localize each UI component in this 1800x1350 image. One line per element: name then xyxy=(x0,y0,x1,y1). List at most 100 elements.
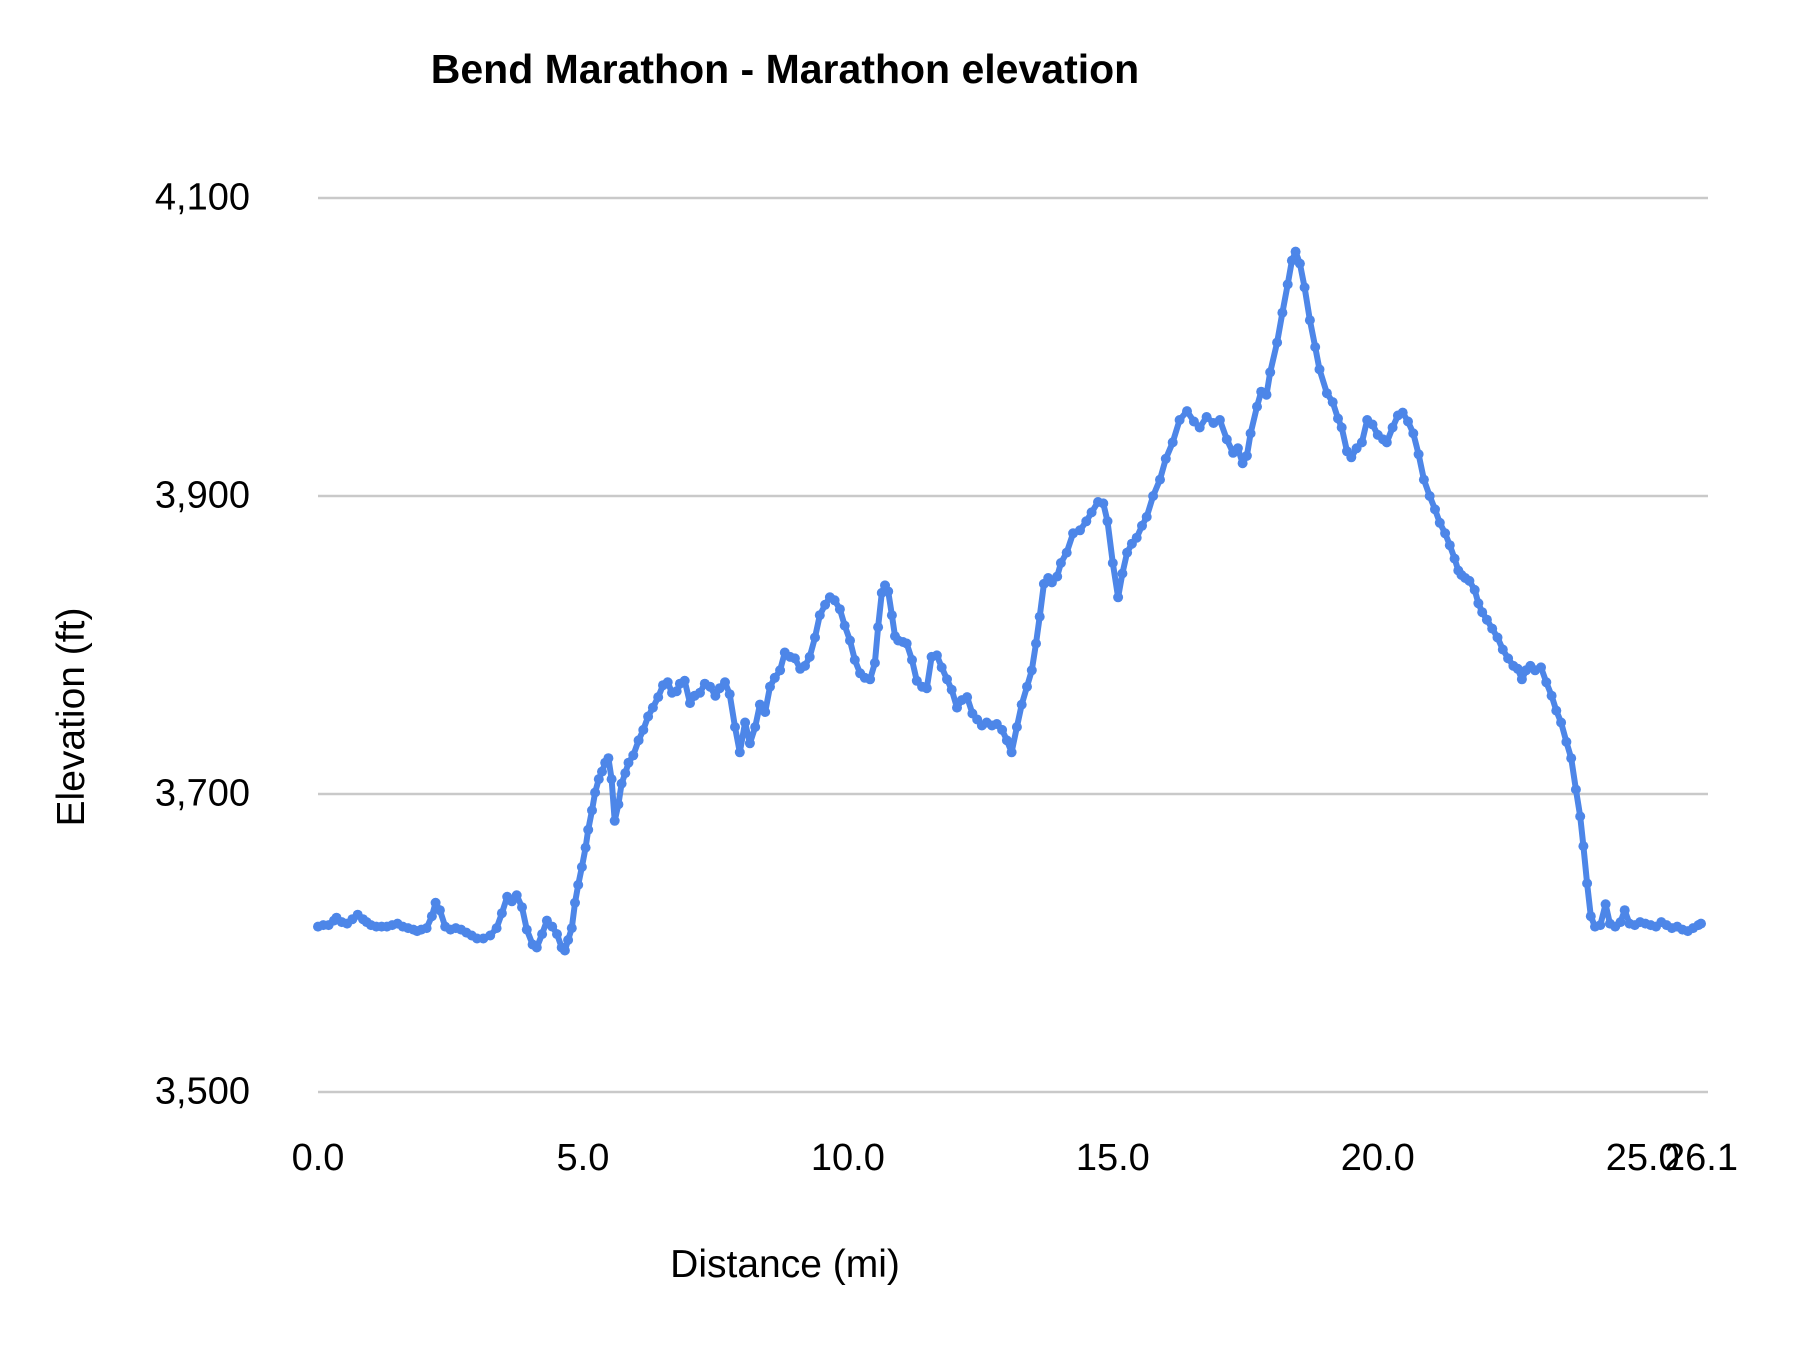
data-point[interactable] xyxy=(537,929,548,940)
data-point[interactable] xyxy=(1055,558,1066,568)
data-point[interactable] xyxy=(1430,504,1440,515)
data-point[interactable] xyxy=(573,879,584,890)
data-point[interactable] xyxy=(1566,753,1577,764)
data-point[interactable] xyxy=(491,923,502,934)
data-point[interactable] xyxy=(620,768,631,779)
data-point[interactable] xyxy=(1081,516,1092,527)
data-point[interactable] xyxy=(814,610,825,621)
data-point[interactable] xyxy=(1286,255,1297,266)
data-point[interactable] xyxy=(1011,722,1022,732)
data-point[interactable] xyxy=(1582,878,1593,889)
data-point[interactable] xyxy=(1214,415,1225,425)
data-point[interactable] xyxy=(1356,437,1367,448)
data-point[interactable] xyxy=(1174,415,1185,425)
data-point[interactable] xyxy=(804,651,815,662)
data-point[interactable] xyxy=(740,717,751,728)
data-point[interactable] xyxy=(434,905,445,916)
data-point[interactable] xyxy=(1113,592,1124,603)
data-point[interactable] xyxy=(1122,547,1133,558)
data-point[interactable] xyxy=(869,657,880,668)
data-point[interactable] xyxy=(1477,607,1488,618)
series-marathon-elevation[interactable] xyxy=(313,246,1706,956)
data-point[interactable] xyxy=(1434,517,1445,528)
data-point[interactable] xyxy=(570,897,580,908)
data-point[interactable] xyxy=(1333,413,1343,424)
data-point[interactable] xyxy=(1034,611,1045,622)
data-point[interactable] xyxy=(1102,516,1113,527)
data-point[interactable] xyxy=(496,908,507,919)
data-point[interactable] xyxy=(1387,422,1398,433)
data-point[interactable] xyxy=(829,595,840,606)
data-point[interactable] xyxy=(603,753,614,764)
data-point[interactable] xyxy=(531,942,542,953)
data-point[interactable] xyxy=(946,684,957,695)
data-point[interactable] xyxy=(834,604,845,615)
data-point[interactable] xyxy=(1408,428,1419,439)
data-point[interactable] xyxy=(1061,547,1072,558)
data-point[interactable] xyxy=(1016,699,1027,710)
data-point[interactable] xyxy=(647,702,658,713)
data-point[interactable] xyxy=(1440,528,1451,539)
data-point[interactable] xyxy=(638,724,649,735)
data-point[interactable] xyxy=(997,724,1008,735)
data-point[interactable] xyxy=(559,945,570,956)
data-point[interactable] xyxy=(931,650,942,661)
data-point[interactable] xyxy=(695,687,705,698)
data-point[interactable] xyxy=(734,747,745,758)
data-point[interactable] xyxy=(1512,663,1523,674)
data-point[interactable] xyxy=(1031,638,1041,649)
data-point[interactable] xyxy=(1194,422,1205,433)
data-point[interactable] xyxy=(1473,598,1484,609)
data-point[interactable] xyxy=(1201,412,1212,422)
data-point[interactable] xyxy=(1107,558,1118,568)
data-point[interactable] xyxy=(769,672,780,683)
data-point[interactable] xyxy=(1464,575,1475,586)
data-point[interactable] xyxy=(1237,458,1248,469)
data-point[interactable] xyxy=(1424,491,1435,501)
data-point[interactable] xyxy=(1449,553,1460,564)
data-point[interactable] xyxy=(942,674,952,685)
data-point[interactable] xyxy=(580,842,591,853)
data-point[interactable] xyxy=(628,750,639,761)
data-point[interactable] xyxy=(1561,736,1572,747)
data-point[interactable] xyxy=(1575,811,1586,822)
data-point[interactable] xyxy=(552,929,562,940)
data-point[interactable] xyxy=(1075,525,1085,536)
data-point[interactable] xyxy=(1294,258,1305,269)
data-point[interactable] xyxy=(643,711,654,722)
data-point[interactable] xyxy=(1001,735,1012,746)
data-point[interactable] xyxy=(1541,677,1552,688)
data-point[interactable] xyxy=(1619,905,1630,916)
data-point[interactable] xyxy=(1182,406,1192,417)
data-point[interactable] xyxy=(590,787,601,798)
data-point[interactable] xyxy=(576,862,587,872)
data-point[interactable] xyxy=(952,702,962,713)
data-point[interactable] xyxy=(593,774,604,785)
data-point[interactable] xyxy=(1277,307,1288,318)
data-point[interactable] xyxy=(1131,532,1142,543)
data-point[interactable] xyxy=(1148,491,1159,501)
data-point[interactable] xyxy=(1314,364,1325,375)
data-point[interactable] xyxy=(1321,388,1332,399)
data-point[interactable] xyxy=(685,698,695,709)
data-point[interactable] xyxy=(1137,520,1147,531)
data-point[interactable] xyxy=(845,635,855,646)
data-point[interactable] xyxy=(1261,389,1272,400)
data-point[interactable] xyxy=(1413,449,1424,460)
data-point[interactable] xyxy=(1245,428,1256,439)
data-point[interactable] xyxy=(1006,747,1017,758)
data-point[interactable] xyxy=(1336,422,1347,433)
data-point[interactable] xyxy=(1397,407,1408,418)
data-point[interactable] xyxy=(566,923,577,934)
data-point[interactable] xyxy=(1327,397,1338,408)
data-point[interactable] xyxy=(1403,416,1413,427)
data-point[interactable] xyxy=(633,735,644,746)
data-point[interactable] xyxy=(653,692,664,703)
data-point[interactable] xyxy=(1469,584,1480,595)
data-point[interactable] xyxy=(820,599,831,610)
data-point[interactable] xyxy=(1098,498,1109,509)
data-point[interactable] xyxy=(1346,452,1357,463)
data-point[interactable] xyxy=(563,935,574,945)
data-point[interactable] xyxy=(1546,690,1557,701)
